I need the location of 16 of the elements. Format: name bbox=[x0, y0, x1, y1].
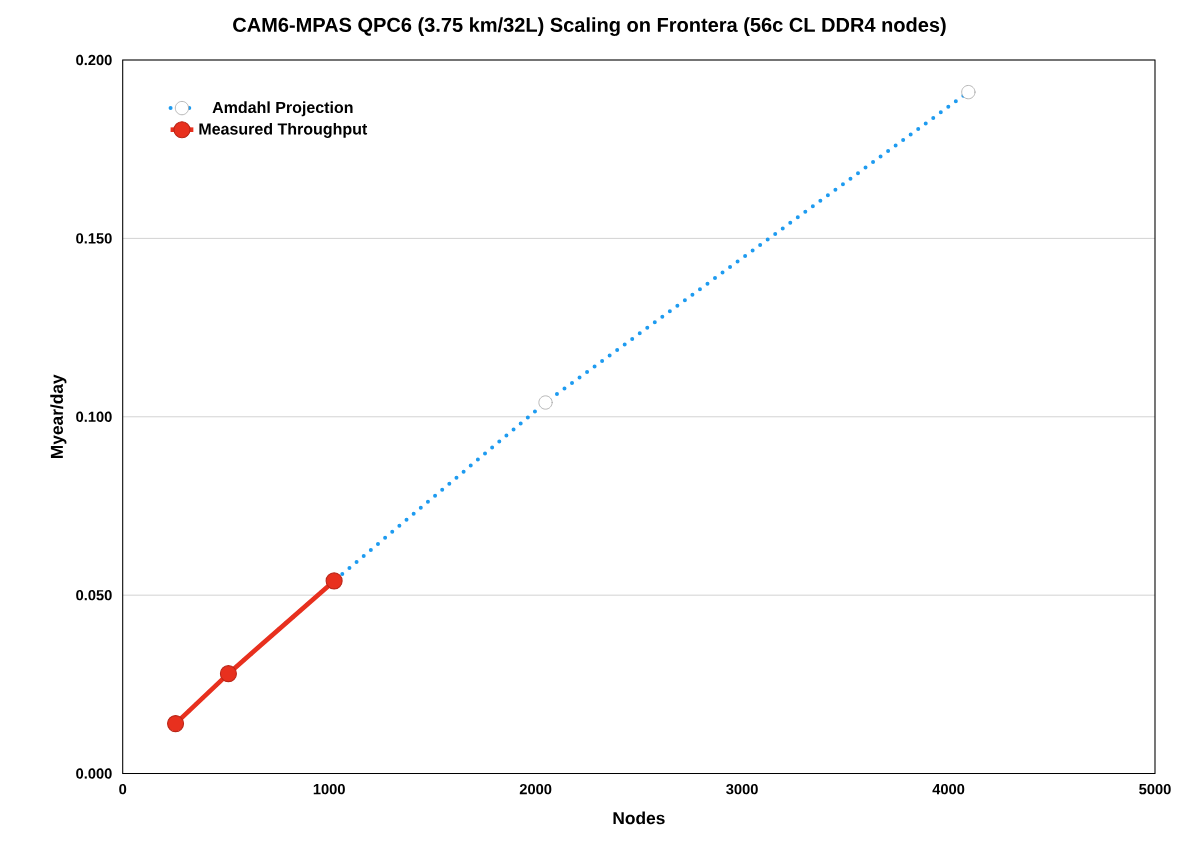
y-tick-label: 0.000 bbox=[76, 768, 112, 779]
y-axis-title: Myear/day bbox=[50, 374, 67, 459]
x-tick-label: 5000 bbox=[1139, 784, 1171, 795]
y-tick-label: 0.050 bbox=[76, 590, 112, 601]
y-tick-label: 0.150 bbox=[76, 233, 112, 244]
x-tick-label: 0 bbox=[119, 784, 127, 795]
legend-label: Amdahl Projection bbox=[212, 101, 353, 117]
x-tick-label: 4000 bbox=[932, 784, 965, 795]
legend-label: Measured Throughput bbox=[199, 122, 368, 138]
x-tick-label: 3000 bbox=[726, 784, 758, 795]
x-tick-label: 2000 bbox=[519, 784, 552, 795]
x-tick-label: 1000 bbox=[313, 784, 345, 795]
y-tick-label: 0.100 bbox=[76, 411, 112, 423]
y-tick-label: 0.200 bbox=[76, 54, 112, 66]
x-axis-title: Nodes bbox=[613, 811, 665, 825]
chart-title: CAM6-MPAS QPC6 (3.75 km/32L) Scaling on Frontera (56c CL DDR4 nodes) bbox=[233, 17, 946, 37]
